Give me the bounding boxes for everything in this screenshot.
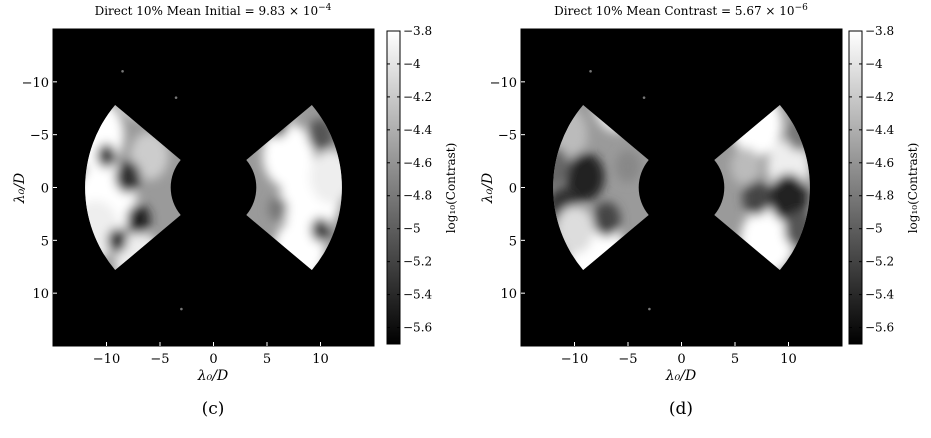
panel-c-ylabel: λ₀/D xyxy=(12,173,28,204)
dark-hole-texture xyxy=(553,104,810,271)
panel-d-ylabel: λ₀/D xyxy=(480,173,496,204)
y-tick-label: 10 xyxy=(32,287,49,302)
y-tick-label: 0 xyxy=(41,182,49,197)
y-tick-label: 5 xyxy=(509,234,517,249)
colorbar-tick-label: −4.6 xyxy=(865,156,894,170)
colorbar-tick-label: −4.4 xyxy=(865,123,895,137)
speckle-blob xyxy=(115,160,141,193)
x-tick-label: 10 xyxy=(312,352,329,367)
x-tick-label: 5 xyxy=(263,352,271,367)
y-tick-label: 5 xyxy=(41,234,49,249)
speckle-blob xyxy=(769,173,808,223)
y-tick-label: 0 xyxy=(509,182,517,197)
speckle-dot xyxy=(121,69,124,73)
panel-c-xlabel: λ₀/D xyxy=(197,368,228,384)
panel-c: Direct 10% Mean Initial = 9.83 × 10−4 −1… xyxy=(12,3,458,419)
colorbar-tick-label: −5.6 xyxy=(865,321,894,335)
x-tick-label: 0 xyxy=(209,352,217,367)
x-tick-label: 10 xyxy=(780,352,797,367)
speckle-dot xyxy=(589,69,592,73)
speckle-dot xyxy=(174,96,178,99)
speckle-blob xyxy=(268,196,288,221)
colorbar-tick-label: −4 xyxy=(403,57,421,71)
y-tick-label: 10 xyxy=(500,287,517,302)
panel-d: Direct 10% Mean Contrast = 5.67 × 10−6 −… xyxy=(480,3,920,419)
panel-d-colorbar xyxy=(848,30,863,345)
panel-d-caption: (d) xyxy=(669,399,693,419)
colorbar-tick-label: −4 xyxy=(865,57,883,71)
y-tick-label: −10 xyxy=(22,76,49,91)
colorbar-tick-label: −4.2 xyxy=(403,90,432,104)
y-tick-label: −10 xyxy=(490,76,517,91)
speckle-blob xyxy=(310,217,331,242)
colorbar-tick-label: −4.6 xyxy=(403,156,432,170)
colorbar-tick-label: −4.8 xyxy=(865,189,894,203)
speckle-blob xyxy=(130,131,169,180)
colorbar-tick-label: −5 xyxy=(403,222,421,236)
colorbar-tick-label: −4.2 xyxy=(865,90,894,104)
panel-d-colorbar-ticks: −3.8 −4 −4.2 −4.4 −4.6 −4.8 −5 −5.2 −5.4 −5.6 xyxy=(849,24,895,335)
colorbar-tick-label: −5.6 xyxy=(403,321,432,335)
speckle-blob xyxy=(742,180,771,216)
speckle-blob xyxy=(730,147,761,186)
panel-d-y-ticks: −10 −5 0 5 10 xyxy=(490,76,525,302)
speckle-blob xyxy=(615,150,641,183)
speckle-blob xyxy=(85,200,120,260)
colorbar-tick-label: −4.8 xyxy=(403,189,432,203)
colorbar-tick-label: −5.4 xyxy=(403,288,433,302)
panel-c-title: Direct 10% Mean Initial = 9.83 × 10−4 xyxy=(95,3,332,18)
panel-d-title: Direct 10% Mean Contrast = 5.67 × 10−6 xyxy=(554,3,808,18)
panel-d-xlabel: λ₀/D xyxy=(665,368,696,384)
y-tick-label: −5 xyxy=(30,129,49,144)
panel-c-y-ticks: −10 −5 0 5 10 xyxy=(22,76,57,302)
x-tick-label: 0 xyxy=(677,352,685,367)
y-tick-label: −5 xyxy=(498,129,517,144)
speckle-dot xyxy=(648,307,651,311)
panel-c-colorbar xyxy=(386,30,401,345)
panel-c-x-ticks: −10 −5 0 5 10 xyxy=(93,342,329,367)
panel-c-colorbar-label: log₁₀(Contrast) xyxy=(444,143,458,234)
speckle-blob xyxy=(592,201,621,237)
colorbar-tick-label: −5.4 xyxy=(865,288,895,302)
colorbar-tick-label: −5 xyxy=(865,222,883,236)
colorbar-tick-label: −4.4 xyxy=(403,123,433,137)
speckle-blob xyxy=(309,150,342,204)
panel-c-caption: (c) xyxy=(202,399,225,419)
x-tick-label: −10 xyxy=(93,352,120,367)
panel-c-colorbar-ticks: −3.8 −4 −4.2 −4.4 −4.6 −4.8 −5 −5.2 −5.4 −5.6 xyxy=(387,24,433,335)
speckle-blob xyxy=(565,152,605,202)
colorbar-tick-label: −5.2 xyxy=(403,255,432,269)
x-tick-label: 5 xyxy=(731,352,739,367)
speckle-blob xyxy=(107,228,127,253)
colorbar-tick-label: −3.8 xyxy=(865,24,894,38)
panel-d-dark-hole xyxy=(520,28,843,347)
panel-d-x-ticks: −10 −5 0 5 10 xyxy=(561,342,797,367)
colorbar-tick-label: −5.2 xyxy=(865,255,894,269)
speckle-dot xyxy=(642,96,646,99)
panel-d-colorbar-label: log₁₀(Contrast) xyxy=(906,143,920,234)
x-tick-label: −5 xyxy=(150,352,169,367)
x-tick-label: −5 xyxy=(618,352,637,367)
x-tick-label: −10 xyxy=(561,352,588,367)
speckle-blob xyxy=(96,143,117,168)
speckle-blob xyxy=(126,204,151,234)
colorbar-tick-label: −3.8 xyxy=(403,24,432,38)
speckle-dot xyxy=(180,307,183,311)
